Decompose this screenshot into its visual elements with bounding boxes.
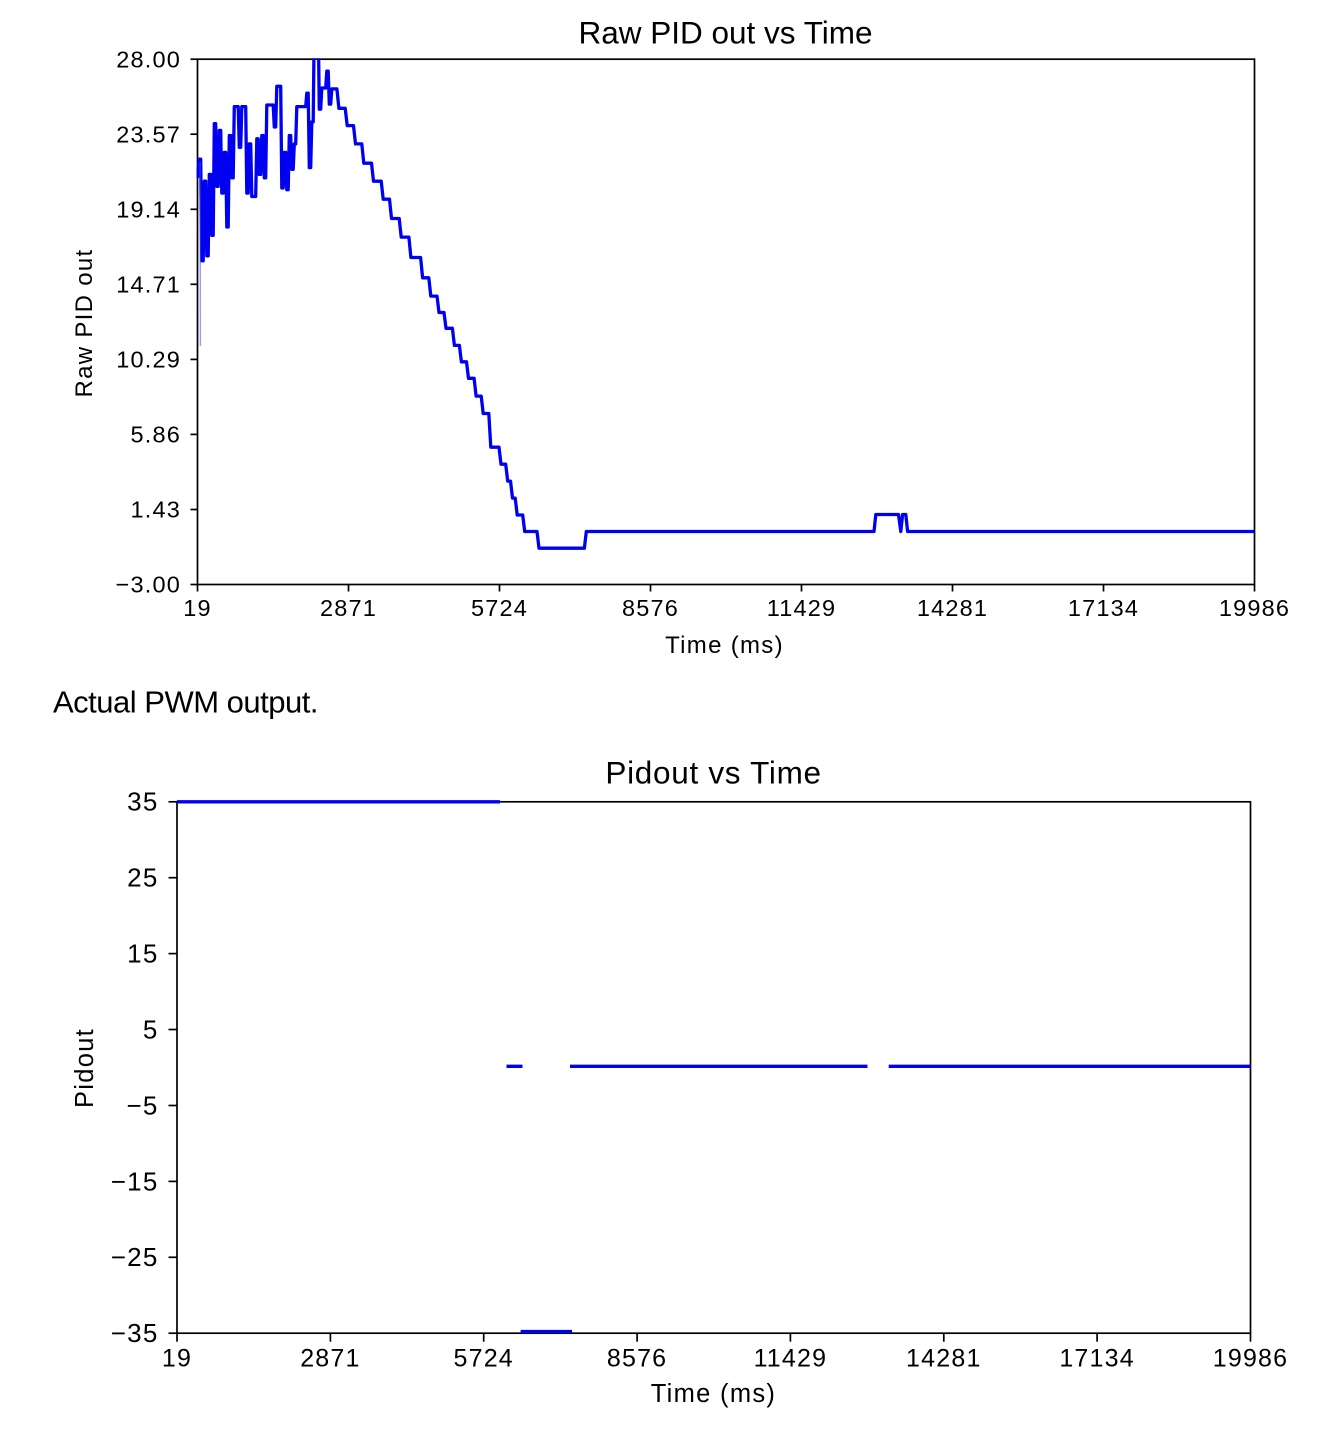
svg-text:−5: −5 [126,1090,158,1120]
svg-text:5724: 5724 [471,595,528,621]
svg-text:11429: 11429 [754,1345,828,1373]
svg-text:5: 5 [143,1015,159,1045]
svg-text:19986: 19986 [1219,595,1290,621]
svg-text:−25: −25 [111,1242,159,1272]
svg-text:35: 35 [127,787,158,817]
svg-text:Time (ms): Time (ms) [651,1380,776,1408]
svg-text:17134: 17134 [1059,1345,1135,1373]
svg-text:5724: 5724 [453,1345,513,1373]
svg-text:−35: −35 [111,1318,159,1348]
svg-text:23.57: 23.57 [116,121,181,147]
svg-text:−15: −15 [111,1166,159,1196]
svg-text:5.86: 5.86 [130,422,181,448]
svg-text:Pidout: Pidout [71,1028,99,1108]
svg-text:Actual PWM output.: Actual PWM output. [53,685,318,720]
svg-text:19: 19 [183,595,212,621]
svg-text:−3.00: −3.00 [116,572,181,598]
svg-text:15: 15 [127,939,158,969]
svg-text:10.29: 10.29 [116,347,181,373]
svg-text:17134: 17134 [1068,595,1139,621]
svg-text:1.43: 1.43 [130,497,181,523]
svg-text:11429: 11429 [767,595,837,621]
svg-text:Raw PID out: Raw PID out [71,248,98,397]
svg-text:Time (ms): Time (ms) [665,632,784,659]
svg-text:25: 25 [127,863,158,893]
svg-text:Raw PID out vs Time: Raw PID out vs Time [578,14,872,50]
svg-text:19.14: 19.14 [116,196,181,222]
svg-text:19: 19 [162,1345,192,1373]
svg-text:28.00: 28.00 [116,46,181,72]
svg-text:19986: 19986 [1213,1345,1289,1373]
svg-text:14.71: 14.71 [116,271,181,297]
svg-text:Pidout vs Time: Pidout vs Time [605,754,821,790]
svg-text:2871: 2871 [300,1345,360,1373]
svg-text:14281: 14281 [917,595,988,621]
svg-text:14281: 14281 [906,1345,982,1373]
svg-text:8576: 8576 [622,595,679,621]
svg-text:8576: 8576 [607,1345,667,1373]
svg-text:2871: 2871 [320,595,377,621]
